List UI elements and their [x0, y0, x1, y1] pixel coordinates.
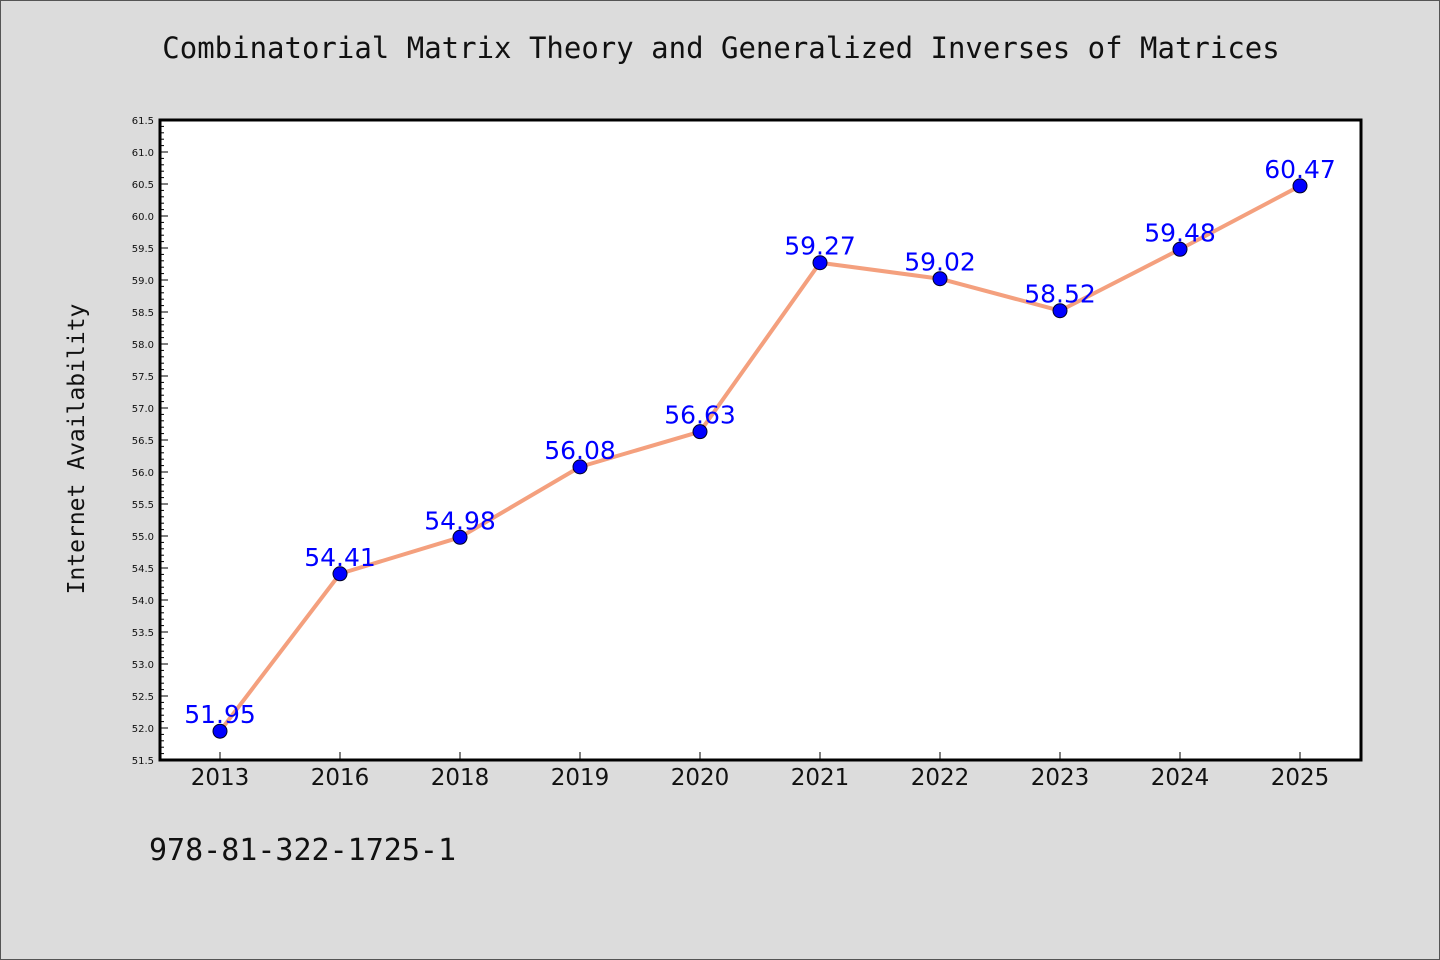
y-tick-label: 61.5: [132, 116, 154, 127]
data-label: 56.08: [544, 436, 616, 465]
chart-title: Combinatorial Matrix Theory and Generali…: [162, 31, 1280, 65]
data-point: [692, 424, 708, 440]
y-tick-label: 55.0: [132, 532, 154, 543]
data-point: [1052, 303, 1068, 319]
y-tick-label: 60.0: [132, 212, 154, 223]
data-label: 59.02: [904, 248, 976, 277]
data-point: [572, 459, 588, 475]
y-tick-label: 52.0: [132, 724, 154, 735]
plot-area: [158, 118, 1363, 762]
data-label: 59.27: [784, 232, 856, 261]
y-tick-label: 59.5: [132, 244, 154, 255]
y-tick-label: 51.5: [132, 756, 154, 767]
x-tick-label: 2019: [551, 765, 610, 791]
x-tick-label: 2021: [791, 765, 850, 791]
y-tick-label: 56.5: [132, 436, 154, 447]
y-tick-label: 57.0: [132, 404, 154, 415]
y-tick-label: 56.0: [132, 468, 154, 479]
y-tick-label: 53.5: [132, 628, 154, 639]
x-tick-label: 2013: [191, 765, 250, 791]
y-tick-label: 54.0: [132, 596, 154, 607]
data-point: [332, 566, 348, 582]
y-tick-label: 58.0: [132, 340, 154, 351]
y-axis: 51.5 52.0 52.5 53.0 53.5 54.0 54.5 55.0 55.5 56.0…: [132, 116, 168, 767]
series-line: [218, 183, 1302, 734]
data-label: 58.52: [1024, 280, 1096, 309]
x-tick-label: 2022: [911, 765, 970, 791]
data-point: [812, 255, 828, 271]
data-label: 54.41: [304, 543, 376, 572]
isbn-label: 978-81-322-1725-1: [149, 833, 457, 868]
data-points: [212, 178, 1308, 739]
x-tick-label: 2024: [1151, 765, 1210, 791]
data-label: 56.63: [664, 401, 736, 430]
x-tick-label: 2020: [671, 765, 730, 791]
y-tick-label: 58.5: [132, 308, 154, 319]
x-tick-label: 2023: [1031, 765, 1090, 791]
y-tick-label: 60.5: [132, 180, 154, 191]
x-tick-label: 2025: [1271, 765, 1330, 791]
x-tick-label: 2018: [431, 765, 490, 791]
y-tick-label: 53.0: [132, 660, 154, 671]
data-labels: 51.95 54.41 54.98 56.08 56.63 59.27 59.02 58.52…: [184, 155, 1336, 729]
x-axis: 2013 2016 2018 2019 2020 2021 2022 2023 2024 2025: [191, 752, 1330, 791]
series-line-group: [218, 183, 1302, 734]
data-point: [1172, 241, 1188, 257]
data-point: [452, 529, 468, 545]
data-label: 60.47: [1264, 155, 1336, 184]
data-point: [212, 723, 228, 739]
x-tick-label: 2016: [311, 765, 370, 791]
y-tick-label: 55.5: [132, 500, 154, 511]
data-point: [1292, 178, 1308, 194]
y-tick-label: 61.0: [132, 148, 154, 159]
data-point: [932, 271, 948, 287]
data-label: 54.98: [424, 506, 496, 535]
data-label: 59.48: [1144, 218, 1216, 247]
y-tick-label: 54.5: [132, 564, 154, 575]
data-label: 51.95: [184, 700, 256, 729]
y-tick-label: 52.5: [132, 692, 154, 703]
y-tick-label: 57.5: [132, 372, 154, 383]
y-tick-label: 59.0: [132, 276, 154, 287]
